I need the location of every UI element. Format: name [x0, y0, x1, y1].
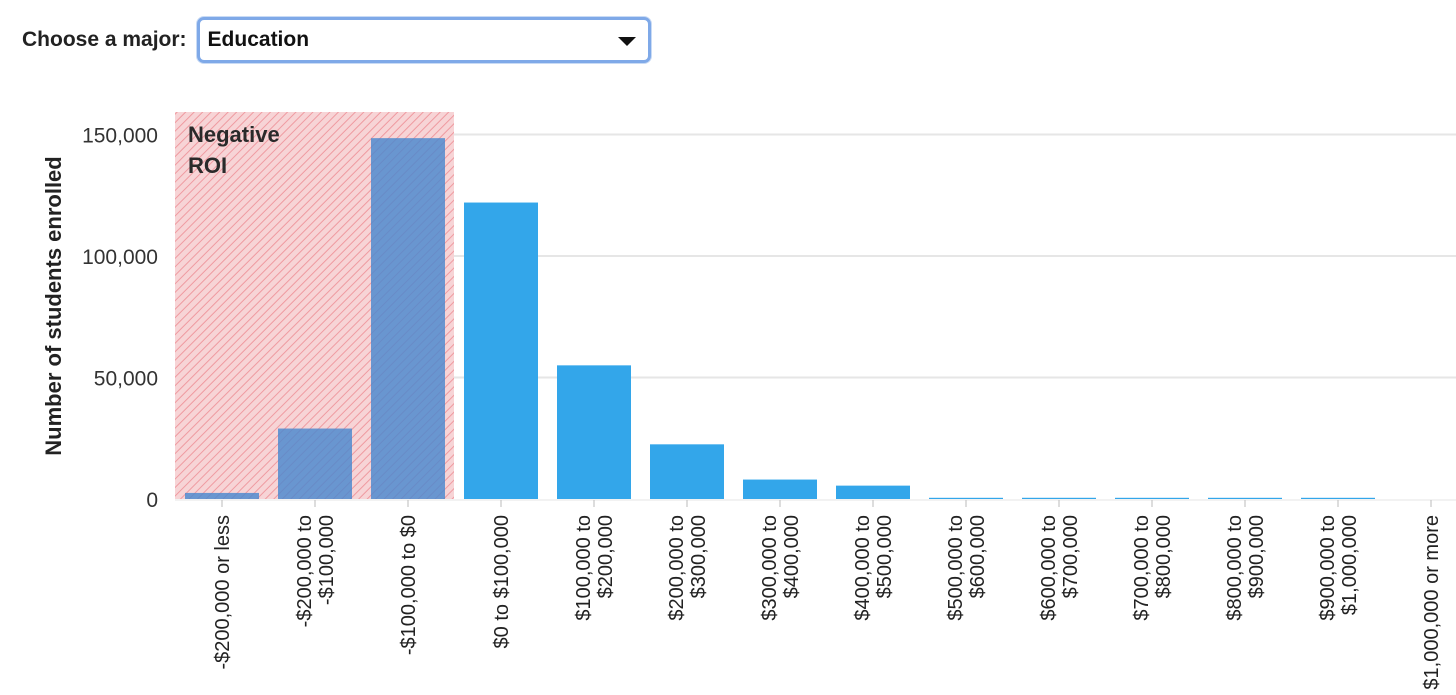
y-tick-label: 100,000 [82, 246, 158, 269]
bar[interactable] [650, 444, 724, 499]
x-tick-label-line: $500,000 to [945, 515, 967, 621]
x-tick-label-line: $600,000 [967, 515, 989, 598]
bar[interactable] [1208, 497, 1282, 499]
x-tick-label-line: -$100,000 [316, 515, 338, 605]
y-tick-label: 0 [146, 489, 158, 512]
bar[interactable] [557, 365, 631, 499]
x-tick-label: $400,000 to$500,000 [852, 515, 896, 621]
x-tick-label-line: $1,000,000 or more [1421, 515, 1443, 690]
negative-roi-overlay [175, 112, 454, 499]
major-picker-label: Choose a major: [22, 28, 187, 51]
negative-roi-annotation-line2: ROI [188, 153, 227, 178]
x-tick-label-line: $0 to $100,000 [491, 515, 513, 648]
bar[interactable] [1301, 497, 1375, 499]
x-tick-label: $900,000 to$1,000,000 [1317, 515, 1361, 621]
x-tick-label-line: $300,000 [688, 515, 710, 598]
major-picker: Choose a major: Education [22, 14, 651, 66]
x-tick-label: -$200,000 or less [212, 515, 234, 670]
y-tick-label: 50,000 [94, 368, 158, 391]
y-axis-label: Number of students enrolled [41, 156, 66, 455]
x-tick-label: $300,000 to$400,000 [759, 515, 803, 621]
x-tick-label-line: $200,000 to [666, 515, 688, 621]
x-tick-label-line: $800,000 to [1224, 515, 1246, 621]
x-tick-label: $600,000 to$700,000 [1038, 515, 1082, 621]
x-tick-label-line: $400,000 to [852, 515, 874, 621]
x-tick-label-line: $800,000 [1153, 515, 1175, 598]
x-tick-label: -$100,000 to $0 [398, 515, 420, 655]
x-tick-label-line: -$100,000 to $0 [398, 515, 420, 655]
x-tick-label: -$200,000 to-$100,000 [294, 515, 338, 627]
x-tick-label: $1,000,000 or more [1421, 515, 1443, 690]
x-tick-label: $800,000 to$900,000 [1224, 515, 1268, 621]
x-tick-label-line: -$200,000 to [294, 515, 316, 627]
major-select-value: Education [207, 28, 310, 51]
negative-roi-hatch-overlay [175, 112, 454, 499]
x-tick-label-line: $500,000 [874, 515, 896, 598]
negative-roi-annotation-line1: Negative [188, 122, 280, 147]
bar[interactable] [1022, 497, 1096, 499]
x-axis-ticks: -$200,000 or less -$200,000 to-$100,000 -$… [212, 500, 1443, 690]
bar[interactable] [743, 479, 817, 499]
x-tick-label-line: -$200,000 or less [212, 515, 234, 670]
x-tick-label: $500,000 to$600,000 [945, 515, 989, 621]
x-tick-label: $200,000 to$300,000 [666, 515, 710, 621]
bar[interactable] [1115, 497, 1189, 499]
bar[interactable] [929, 497, 1003, 499]
x-tick-label-line: $900,000 [1246, 515, 1268, 598]
bar[interactable] [836, 485, 910, 499]
negative-roi-annotation: Negative ROI [188, 122, 286, 178]
x-tick-label: $700,000 to$800,000 [1131, 515, 1175, 621]
chevron-down-icon[interactable] [617, 37, 636, 46]
x-tick-label-line: $900,000 to [1317, 515, 1339, 621]
major-select[interactable]: Education [196, 17, 651, 63]
x-tick-label-line: $600,000 to [1038, 515, 1060, 621]
bar[interactable] [464, 202, 538, 500]
x-tick-label-line: $700,000 to [1131, 515, 1153, 621]
x-tick-label: $0 to $100,000 [491, 515, 513, 648]
x-tick-label-line: $200,000 [595, 515, 617, 598]
x-tick-label: $100,000 to$200,000 [573, 515, 617, 621]
x-tick-label-line: $1,000,000 [1339, 515, 1361, 615]
x-tick-label-line: $300,000 to [759, 515, 781, 621]
x-tick-label-line: $700,000 [1060, 515, 1082, 598]
y-tick-label: 150,000 [82, 125, 158, 148]
x-tick-label-line: $400,000 [781, 515, 803, 598]
y-axis-ticks: 0 50,000 100,000 150,000 [82, 125, 158, 513]
x-tick-label-line: $100,000 to [573, 515, 595, 621]
